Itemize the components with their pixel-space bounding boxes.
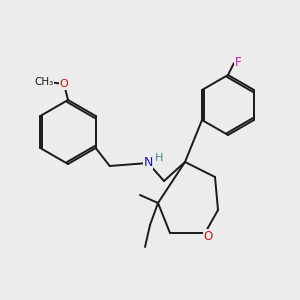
Text: O: O <box>60 79 68 89</box>
Text: N: N <box>143 157 153 169</box>
Text: O: O <box>203 230 213 242</box>
Text: CH₃: CH₃ <box>34 77 54 87</box>
Text: H: H <box>155 153 163 163</box>
Text: F: F <box>235 56 241 70</box>
